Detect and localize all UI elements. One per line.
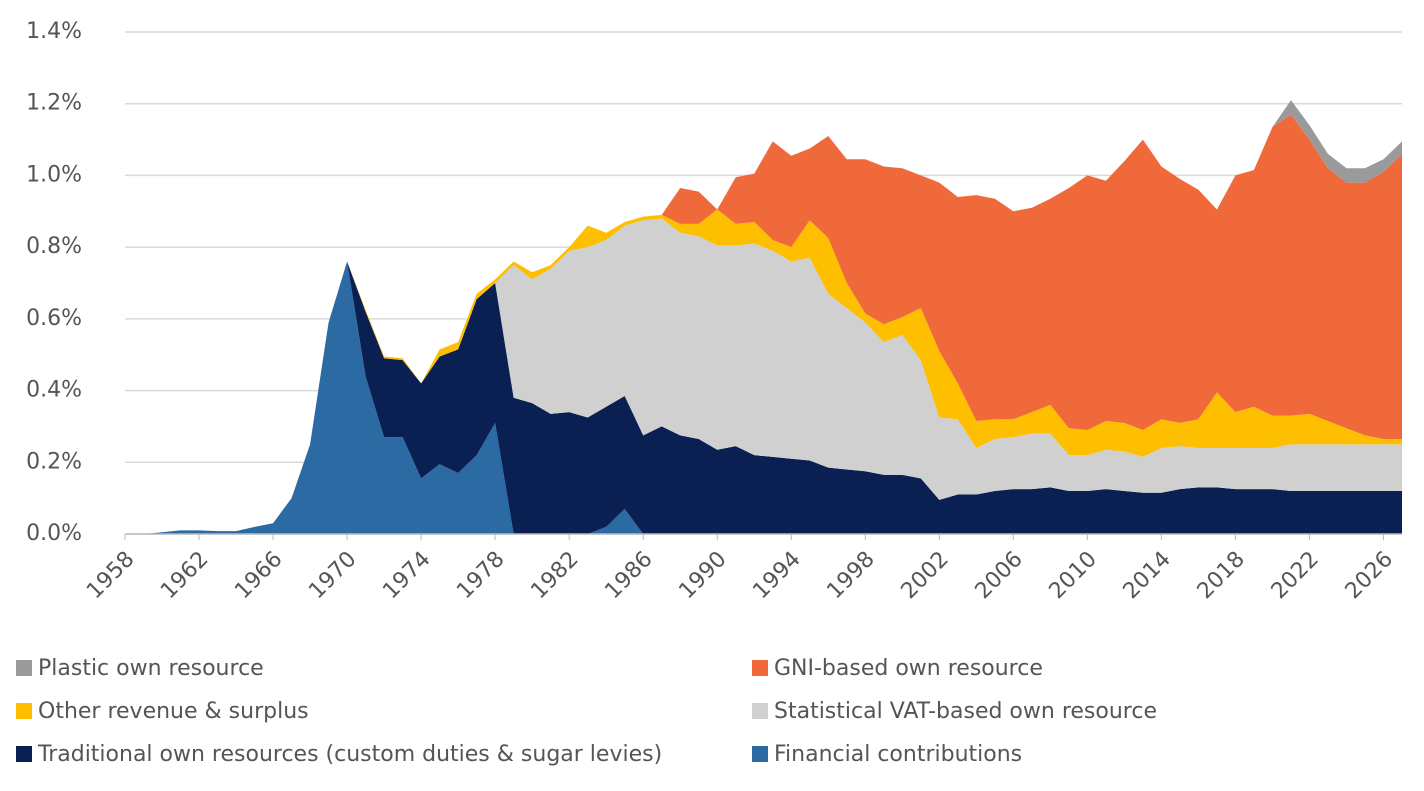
x-tick-label: 1986 (600, 547, 657, 604)
y-tick-label: 0.2% (26, 449, 82, 474)
legend-label: Financial contributions (774, 742, 1022, 767)
area (125, 261, 1402, 534)
legend-label: Traditional own resources (custom duties… (37, 742, 662, 767)
y-tick-label: 1.2% (26, 91, 82, 116)
x-tick-label: 2010 (1045, 547, 1102, 604)
x-tick-label: 1998 (822, 547, 879, 604)
legend-swatch (752, 703, 768, 719)
y-tick-label: 0.0% (26, 521, 82, 546)
x-tick-label: 1994 (748, 547, 805, 604)
legend-swatch (752, 660, 768, 676)
legend-swatch (16, 660, 32, 676)
legend-swatch (16, 703, 32, 719)
y-tick-label: 0.4% (26, 378, 82, 403)
legend-swatch (16, 746, 32, 762)
legend-label: Other revenue & surplus (38, 699, 309, 724)
y-tick-label: 1.4% (26, 19, 82, 44)
legend-label: Plastic own resource (38, 656, 264, 681)
area (125, 218, 1402, 534)
legend-label: GNI-based own resource (774, 656, 1043, 681)
x-tick-label: 1958 (82, 547, 139, 604)
y-tick-label: 0.8% (26, 234, 82, 259)
area (125, 114, 1402, 534)
x-tick-label: 1978 (452, 547, 509, 604)
y-tick-label: 1.0% (26, 162, 82, 187)
x-tick-label: 2006 (971, 547, 1028, 604)
x-tick-label: 1962 (156, 547, 213, 604)
x-tick-label: 1966 (230, 547, 287, 604)
x-tick-label: 2014 (1119, 547, 1176, 604)
x-tick-label: 2002 (897, 547, 954, 604)
area (125, 209, 1402, 534)
x-tick-label: 1982 (526, 547, 583, 604)
x-tick-label: 1970 (304, 547, 361, 604)
x-tick-label: 2026 (1341, 547, 1398, 604)
legend-label: Statistical VAT-based own resource (774, 699, 1157, 724)
x-tick-label: 1974 (378, 547, 435, 604)
y-tick-label: 0.6% (26, 306, 82, 331)
x-tick-label: 2018 (1193, 547, 1250, 604)
x-tick-label: 2022 (1267, 547, 1324, 604)
x-tick-label: 1990 (674, 547, 731, 604)
legend-swatch (752, 746, 768, 762)
